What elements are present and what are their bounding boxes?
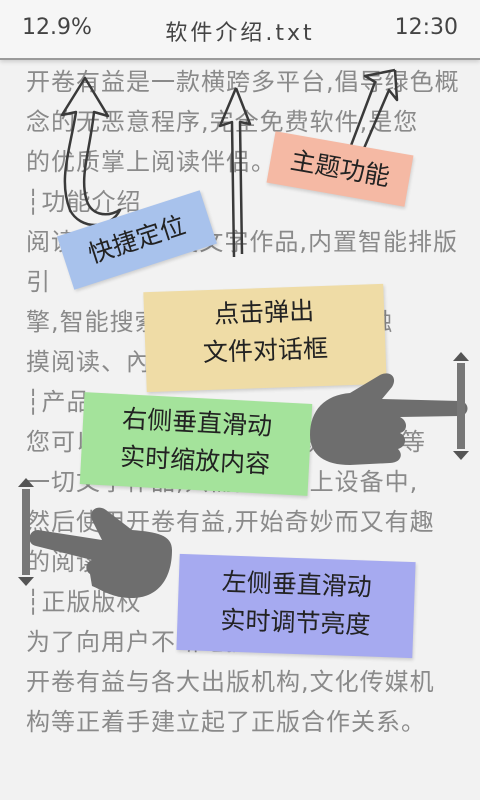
section-heading: ┆功能介绍 <box>26 188 142 216</box>
theme-function-label: 主题功能 <box>288 145 392 192</box>
section-heading: ┆产品 <box>26 388 92 416</box>
diagonal-arrow-icon <box>339 68 399 175</box>
zoom-content-note: 右侧垂直滑动 实时缩放内容 <box>79 392 313 496</box>
up-arrow-icon <box>218 87 252 258</box>
pointing-hand-icon <box>310 373 468 465</box>
file-title[interactable]: 软件介绍.txt <box>165 21 315 46</box>
pointing-hand-icon <box>29 507 173 598</box>
text-line: 开卷有益与各大出版机构,文化传媒机 <box>26 668 435 696</box>
brightness-note: 左侧垂直滑动 实时调节亮度 <box>176 553 416 659</box>
curved-arrow-icon <box>60 76 122 227</box>
text-line: 摸阅读、內 <box>26 348 151 376</box>
text-line: 构等正着手建立起了正版合作关系。 <box>26 708 426 736</box>
clock: 12:30 <box>394 15 458 40</box>
right-slider-handle[interactable] <box>452 352 470 460</box>
top-bar[interactable]: 12.9% 软件介绍.txt 12:30 <box>0 0 480 60</box>
battery-level: 12.9% <box>22 15 92 40</box>
brightness-line2: 实时调节亮度 <box>219 605 371 640</box>
left-slider-handle[interactable] <box>17 478 35 586</box>
